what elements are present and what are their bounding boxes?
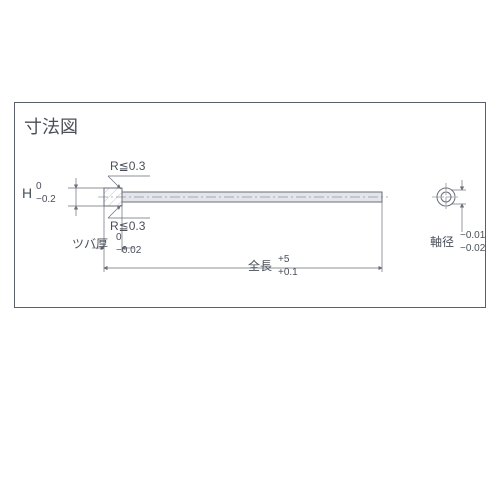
label-jikukei-tol-top: −0.01 — [460, 231, 485, 241]
end-view — [432, 183, 460, 211]
label-tsuba: ツバ厚 — [72, 238, 108, 250]
label-R-bottom: R≦0.3 — [110, 220, 145, 232]
label-zencho-tol-top: +5 — [278, 255, 289, 265]
label-tsuba-tol-bot: −0.02 — [116, 246, 141, 256]
dim-zencho — [104, 202, 382, 272]
label-R-top: R≦0.3 — [110, 160, 145, 172]
label-H-tol-top: 0 — [36, 182, 42, 192]
leader-R-bottom — [108, 205, 150, 218]
label-H: H — [22, 186, 32, 200]
dim-jikukei — [451, 180, 466, 232]
leader-R-top — [108, 176, 150, 189]
label-zencho-tol-bot: +0.1 — [278, 268, 298, 278]
label-tsuba-tol-top: 0 — [116, 233, 122, 243]
label-jikukei: 軸径 — [430, 236, 454, 248]
label-H-tol-bot: −0.2 — [36, 195, 56, 205]
label-jikukei-tol-bot: −0.02 — [460, 244, 485, 254]
label-zencho: 全長 — [248, 260, 272, 272]
